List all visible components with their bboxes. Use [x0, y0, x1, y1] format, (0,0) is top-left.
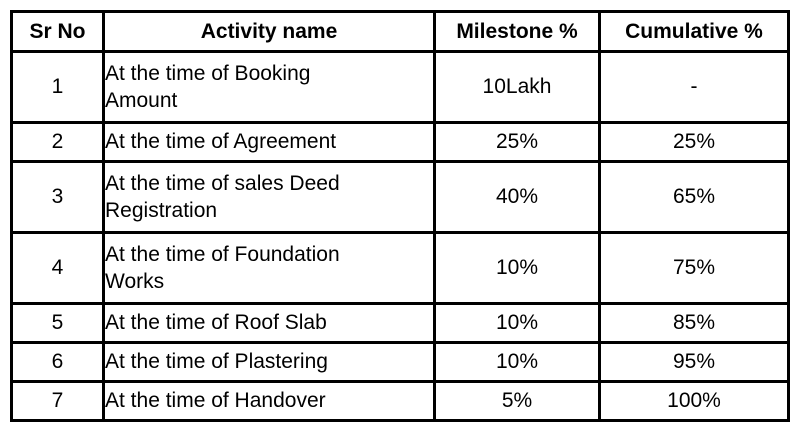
- cell-sr-no: 1: [10, 50, 105, 124]
- payment-schedule-table: Sr No Activity name Milestone % Cumulati…: [10, 10, 790, 422]
- table-row: 4 At the time of Foundation Works 10% 75…: [10, 231, 790, 305]
- cell-sr-no: 5: [10, 302, 105, 344]
- table-row: 7 At the time of Handover 5% 100%: [10, 380, 790, 422]
- cell-cumulative: 95%: [598, 341, 790, 383]
- cell-milestone: 5%: [433, 380, 601, 422]
- column-header-activity-name: Activity name: [102, 10, 436, 53]
- column-header-milestone: Milestone %: [433, 10, 601, 53]
- cell-activity: At the time of sales Deed Registration: [102, 160, 436, 234]
- cell-cumulative: 75%: [598, 231, 790, 305]
- cell-sr-no: 4: [10, 231, 105, 305]
- cell-activity: At the time of Roof Slab: [102, 302, 436, 344]
- cell-cumulative: 85%: [598, 302, 790, 344]
- cell-activity: At the time of Handover: [102, 380, 436, 422]
- cell-sr-no: 7: [10, 380, 105, 422]
- cell-activity: At the time of Agreement: [102, 121, 436, 163]
- cell-milestone: 25%: [433, 121, 601, 163]
- cell-cumulative: 25%: [598, 121, 790, 163]
- cell-activity: At the time of Plastering: [102, 341, 436, 383]
- cell-cumulative: 65%: [598, 160, 790, 234]
- cell-cumulative: -: [598, 50, 790, 124]
- cell-activity: At the time of Booking Amount: [102, 50, 436, 124]
- column-header-cumulative: Cumulative %: [598, 10, 790, 53]
- cell-milestone: 10Lakh: [433, 50, 601, 124]
- cell-milestone: 10%: [433, 302, 601, 344]
- table-row: 3 At the time of sales Deed Registration…: [10, 160, 790, 234]
- cell-sr-no: 6: [10, 341, 105, 383]
- cell-milestone: 40%: [433, 160, 601, 234]
- table-row: 6 At the time of Plastering 10% 95%: [10, 341, 790, 383]
- table-header-row: Sr No Activity name Milestone % Cumulati…: [10, 10, 790, 53]
- cell-sr-no: 3: [10, 160, 105, 234]
- cell-activity: At the time of Foundation Works: [102, 231, 436, 305]
- cell-sr-no: 2: [10, 121, 105, 163]
- table-row: 2 At the time of Agreement 25% 25%: [10, 121, 790, 163]
- table-row: 1 At the time of Booking Amount 10Lakh -: [10, 50, 790, 124]
- table-row: 5 At the time of Roof Slab 10% 85%: [10, 302, 790, 344]
- column-header-sr-no: Sr No: [10, 10, 105, 53]
- cell-cumulative: 100%: [598, 380, 790, 422]
- cell-milestone: 10%: [433, 231, 601, 305]
- cell-milestone: 10%: [433, 341, 601, 383]
